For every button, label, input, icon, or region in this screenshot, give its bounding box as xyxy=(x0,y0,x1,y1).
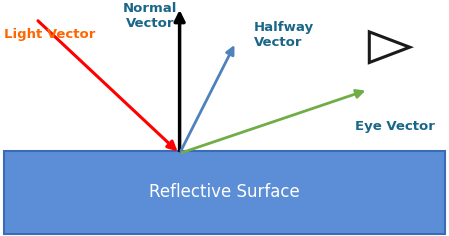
Text: Normal
Vector: Normal Vector xyxy=(123,2,178,30)
Text: Reflective Surface: Reflective Surface xyxy=(149,183,300,201)
Bar xyxy=(4,151,445,234)
Text: Eye Vector: Eye Vector xyxy=(355,120,435,133)
Text: Light Vector: Light Vector xyxy=(4,28,96,41)
Text: Halfway
Vector: Halfway Vector xyxy=(254,21,314,49)
